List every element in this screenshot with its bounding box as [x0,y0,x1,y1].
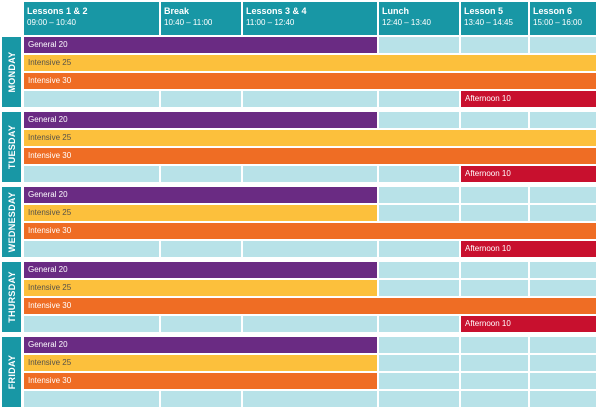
empty-slot [379,91,459,107]
empty-slot [24,391,159,407]
column-header: Lunch 12:40 – 13:40 [379,2,459,35]
column-title: Lesson 6 [533,6,573,16]
course-bar-general: General 20 [24,112,377,128]
empty-slot [24,91,159,107]
empty-slot [379,280,459,296]
day-name: FRIDAY [6,354,17,390]
day-label: WEDNESDAY [2,187,21,257]
empty-slot [379,205,459,221]
empty-slot [530,37,596,53]
column-time: 12:40 – 13:40 [382,18,431,27]
course-bar-intensive30: Intensive 30 [24,73,596,89]
column-header: Lessons 3 & 4 11:00 – 12:40 [243,2,377,35]
column-title: Lessons 3 & 4 [246,6,307,16]
empty-slot [461,112,528,128]
column-header: Break 10:40 – 11:00 [161,2,241,35]
course-bar-general: General 20 [24,187,377,203]
column-time: 11:00 – 12:40 [246,18,295,27]
column-header: Lesson 5 13:40 – 14:45 [461,2,528,35]
empty-slot [379,391,459,407]
column-title: Break [164,6,190,16]
column-title: Lesson 5 [464,6,504,16]
empty-slot [461,205,528,221]
course-bar-general: General 20 [24,262,377,278]
day-label: FRIDAY [2,337,21,407]
empty-slot [530,280,596,296]
empty-slot [530,355,596,371]
empty-slot [461,391,528,407]
empty-slot [161,241,241,257]
empty-slot [161,166,241,182]
empty-slot [379,37,459,53]
empty-slot [379,166,459,182]
empty-slot [243,241,377,257]
empty-slot [530,262,596,278]
column-header: Lessons 1 & 2 09:00 – 10:40 [24,2,159,35]
day-name: THURSDAY [6,271,17,323]
empty-slot [530,112,596,128]
course-bar-general: General 20 [24,337,377,353]
course-bar-afternoon: Afternoon 10 [461,91,596,107]
column-time: 13:40 – 14:45 [464,18,513,27]
column-time: 15:00 – 16:00 [533,18,582,27]
empty-slot [461,187,528,203]
day-name: TUESDAY [6,124,17,170]
day-label: THURSDAY [2,262,21,332]
column-time: 09:00 – 10:40 [27,18,76,27]
empty-slot [461,337,528,353]
empty-slot [24,241,159,257]
column-header: Lesson 6 15:00 – 16:00 [530,2,596,35]
empty-slot [461,37,528,53]
course-bar-intensive25: Intensive 25 [24,355,377,371]
empty-slot [530,205,596,221]
empty-slot [379,262,459,278]
empty-slot [161,91,241,107]
column-time: 10:40 – 11:00 [164,18,213,27]
empty-slot [530,337,596,353]
course-bar-intensive30: Intensive 30 [24,148,596,164]
course-bar-intensive30: Intensive 30 [24,298,596,314]
course-bar-intensive25: Intensive 25 [24,205,377,221]
column-title: Lessons 1 & 2 [27,6,88,16]
course-bar-afternoon: Afternoon 10 [461,166,596,182]
empty-slot [461,280,528,296]
column-title: Lunch [382,6,409,16]
course-bar-intensive30: Intensive 30 [24,373,377,389]
empty-slot [243,391,377,407]
empty-slot [530,373,596,389]
course-bar-intensive30: Intensive 30 [24,223,596,239]
day-name: MONDAY [6,51,17,93]
course-bar-general: General 20 [24,37,377,53]
empty-slot [379,373,459,389]
empty-slot [24,166,159,182]
empty-slot [379,187,459,203]
empty-slot [161,391,241,407]
course-bar-intensive25: Intensive 25 [24,130,596,146]
day-label: TUESDAY [2,112,21,182]
empty-slot [530,391,596,407]
empty-slot [461,262,528,278]
course-bar-intensive25: Intensive 25 [24,280,377,296]
day-name: WEDNESDAY [6,191,17,253]
course-bar-intensive25: Intensive 25 [24,55,596,71]
empty-slot [461,373,528,389]
empty-slot [379,316,459,332]
day-label: MONDAY [2,37,21,107]
empty-slot [243,166,377,182]
empty-slot [161,316,241,332]
empty-slot [379,337,459,353]
empty-slot [379,355,459,371]
empty-slot [530,187,596,203]
empty-slot [379,241,459,257]
course-bar-afternoon: Afternoon 10 [461,316,596,332]
empty-slot [379,112,459,128]
course-bar-afternoon: Afternoon 10 [461,241,596,257]
empty-slot [24,316,159,332]
empty-slot [461,355,528,371]
empty-slot [243,316,377,332]
empty-slot [243,91,377,107]
